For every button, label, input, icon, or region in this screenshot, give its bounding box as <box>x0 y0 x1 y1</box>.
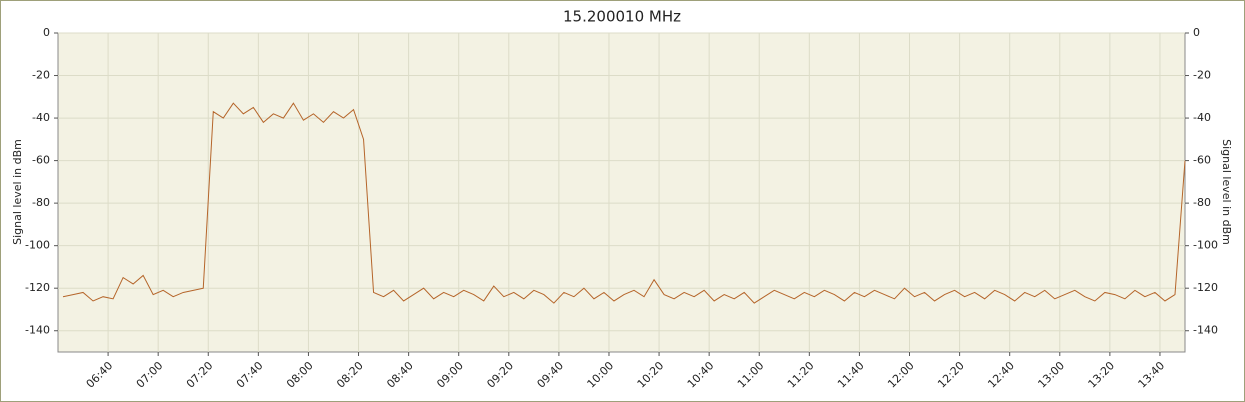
y2-tick-label: 0 <box>1193 26 1200 39</box>
y2-tick-label: -40 <box>1193 111 1211 124</box>
y-tick-label: -80 <box>32 196 50 209</box>
y2-axis-label: Signal level in dBm <box>1220 139 1233 245</box>
y-tick-label: -20 <box>32 69 50 82</box>
series-line <box>62 102 1186 304</box>
y-tick-label: 0 <box>43 26 50 39</box>
y2-tick-label: -60 <box>1193 154 1211 167</box>
y2-tick-label: -20 <box>1193 69 1211 82</box>
y-tick-label: -60 <box>32 154 50 167</box>
chart-title: 15.200010 MHz <box>563 8 681 26</box>
y-tick-label: -40 <box>32 111 50 124</box>
plot-area <box>57 32 1186 353</box>
y2-tick-label: -80 <box>1193 196 1211 209</box>
y-tick-label: -140 <box>25 324 50 337</box>
y2-tick-label: -140 <box>1193 324 1218 337</box>
y2-tick-label: -120 <box>1193 281 1218 294</box>
y-tick-label: -120 <box>25 281 50 294</box>
y-tick-label: -100 <box>25 239 50 252</box>
y-axis-label: Signal level in dBm <box>11 139 24 245</box>
y2-tick-label: -100 <box>1193 239 1218 252</box>
